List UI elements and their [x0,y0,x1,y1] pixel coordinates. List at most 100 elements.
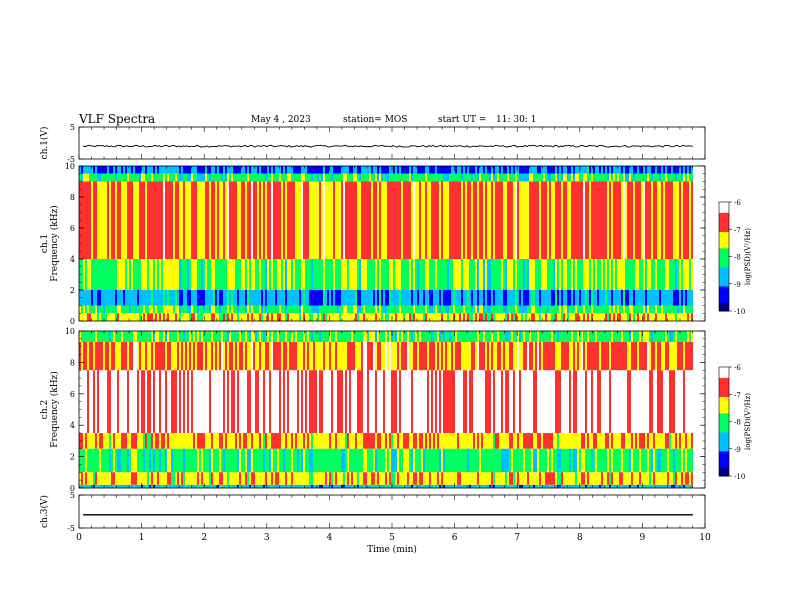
spectrogram-cell [525,173,527,182]
spectrogram-cell [615,181,617,259]
spectrogram-cell [147,484,149,488]
spectrogram-cell [323,370,325,434]
spectrogram-cell [403,313,405,321]
spectrogram-cell [365,313,367,321]
spectrogram-cell [551,472,553,485]
spectrogram-cell [671,370,673,434]
spectrogram-cell [657,290,659,306]
spectrogram-cell [129,433,131,449]
spectrogram-cell [193,166,195,174]
spectrogram-cell [485,259,487,290]
spectrogram-cell [487,448,489,473]
spectrogram-cell [247,370,249,434]
spectrogram-cell [471,331,473,342]
spectrogram-cell [171,181,173,259]
spectrogram-cell [449,166,451,174]
spectrogram-cell [87,313,89,321]
spectrogram-cell [645,331,647,342]
spectrogram-cell [565,290,567,306]
spectrogram-cell [225,484,227,488]
spectrogram-cell [363,259,365,290]
spectrogram-cell [315,341,317,371]
spectrogram-cell [227,166,229,174]
spectrogram-cell [325,290,327,306]
spectrogram-cell [165,181,167,259]
spectrogram-cell [271,331,273,342]
spectrogram-cell [579,370,581,434]
spectrogram-cell [277,472,279,485]
spectrogram-cell [621,173,623,182]
spectrogram-cell [623,433,625,449]
spectrogram-cell [473,305,475,314]
spectrogram-cell [227,331,229,342]
spectrogram-cell [269,259,271,290]
spectrogram-cell [479,173,481,182]
spectrogram-cell [151,166,153,174]
spectrogram-cell [399,472,401,485]
spectrogram-cell [567,331,569,342]
spectrogram-cell [385,181,387,259]
spectrogram-cell [355,472,357,485]
spectrogram-cell [443,341,445,371]
spectrogram-cell [349,370,351,434]
spectrogram-cell [195,484,197,488]
spectrogram-cell [451,448,453,473]
spectrogram-cell [629,181,631,259]
spectrogram-cell [491,370,493,434]
spectrogram-cell [513,448,515,473]
spectrogram-cell [165,166,167,174]
spectrogram-cell [275,181,277,259]
spectrogram-cell [333,448,335,473]
spectrogram-cell [687,370,689,434]
spectrogram-cell [257,181,259,259]
spectrogram-cell [105,259,107,290]
spectrogram-cell [547,484,549,488]
spectrogram-cell [367,259,369,290]
spectrogram-cell [119,259,121,290]
spectrogram-cell [549,181,551,259]
spectrogram-cell [419,472,421,485]
spectrogram-cell [177,259,179,290]
spectrogram-cell [633,313,635,321]
spectrogram-cell [253,370,255,434]
spectrogram-cell [201,448,203,473]
spectrogram-cell [313,484,315,488]
spectrogram-cell [393,341,395,371]
spectrogram-cell [211,331,213,342]
spectrogram-cell [485,472,487,485]
spectrogram-cell [205,181,207,259]
spectrogram-cell [297,370,299,434]
spectrogram-cell [141,173,143,182]
spectrogram-cell [637,472,639,485]
spectrogram-cell [513,166,515,174]
spectrogram-cell [525,166,527,174]
spectrogram-cell [97,313,99,321]
spectrogram-cell [343,341,345,371]
spectrogram-cell [485,448,487,473]
spectrogram-cell [625,305,627,314]
spectrogram-cell [533,331,535,342]
spectrogram-cell [141,290,143,306]
spectrogram-cell [197,341,199,371]
spectrogram-cell [133,433,135,449]
spectrogram-cell [387,181,389,259]
spectrogram-cell [281,305,283,314]
spectrogram-cell [289,173,291,182]
spectrogram-cell [299,331,301,342]
spectrogram-cell [193,331,195,342]
spectrogram-cell [687,341,689,371]
spectrogram-cell [465,259,467,290]
spectrogram-cell [581,259,583,290]
spectrogram-cell [341,433,343,449]
spectrogram-cell [407,341,409,371]
spectrogram-cell [419,313,421,321]
spectrogram-cell [463,290,465,306]
spectrogram-cell [621,341,623,371]
spectrogram-cell [281,341,283,371]
spectrogram-cell [457,448,459,473]
spectrogram-cell [147,305,149,314]
spectrogram-cell [357,173,359,182]
spectrogram-cell [603,313,605,321]
spectrogram-cell [129,290,131,306]
spectrogram-cell [269,472,271,485]
